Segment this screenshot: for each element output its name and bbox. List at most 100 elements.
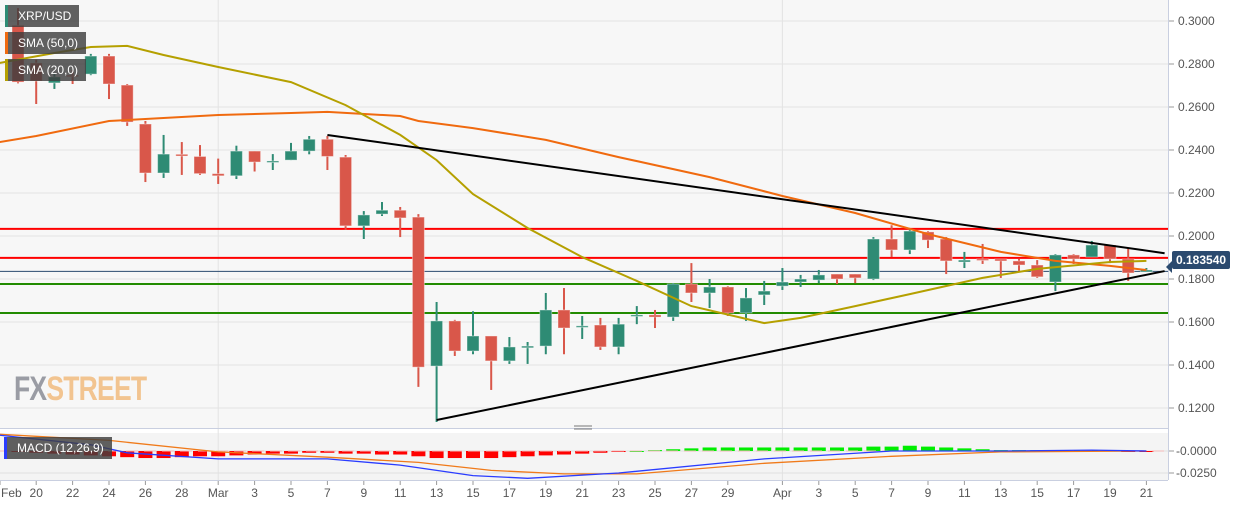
price-tick-label: 0.2600 <box>1178 100 1215 114</box>
legend-macd[interactable]: MACD (12,26,9) <box>4 437 112 459</box>
price-tick-label: 0.2200 <box>1178 186 1215 200</box>
time-tick-label: 11 <box>958 486 971 500</box>
time-tick-label: 21 <box>576 486 590 500</box>
time-tick-label: 5 <box>852 486 859 500</box>
candle-down <box>411 216 425 368</box>
macd-histogram-bar <box>156 451 171 459</box>
candle-up <box>466 335 480 352</box>
candle-down <box>830 273 844 280</box>
macd-histogram-bar <box>811 447 826 451</box>
macd-histogram-bar <box>793 447 808 451</box>
candle-up <box>302 138 316 152</box>
macd-tick-label: -0.0000 <box>1176 444 1217 458</box>
macd-histogram-bar <box>848 447 863 451</box>
macd-histogram-bar <box>520 451 535 457</box>
macd-histogram-bar <box>593 451 608 453</box>
macd-histogram-bar <box>666 449 681 451</box>
candle-up <box>84 55 98 75</box>
macd-histogram-bar <box>830 447 844 451</box>
candle-up <box>812 274 826 281</box>
time-tick-label: 15 <box>1031 486 1045 500</box>
macd-tick-label: -0.0250 <box>1176 466 1217 480</box>
time-tick-label: 25 <box>648 486 662 500</box>
macd-histogram-bar <box>957 448 972 451</box>
candle-down <box>339 156 353 227</box>
candle-up <box>630 314 644 317</box>
macd-histogram-bar <box>302 451 317 453</box>
macd-histogram-bar <box>466 451 480 459</box>
candle-down <box>448 320 462 352</box>
candle-up <box>794 278 808 283</box>
price-tick-label: 0.1800 <box>1178 272 1215 286</box>
time-tick-label: 13 <box>430 486 444 500</box>
macd-histogram-bar <box>120 451 135 458</box>
macd-histogram-bar <box>284 451 298 454</box>
macd-histogram-bar <box>557 451 571 455</box>
macd-plot-area <box>0 433 1168 480</box>
macd-histogram-bar <box>684 448 699 451</box>
time-tick-label: 26 <box>139 486 153 500</box>
price-tick-label: 0.3000 <box>1178 14 1215 28</box>
time-tick-label: 19 <box>539 486 553 500</box>
candle-down <box>393 209 407 219</box>
trendline <box>436 270 1165 422</box>
time-tick-label: 5 <box>288 486 295 500</box>
macd-histogram-bar <box>193 451 207 457</box>
candle-up <box>1085 244 1099 258</box>
pane-resize-handle[interactable] <box>574 425 592 430</box>
current-price-tag: 0.183540 <box>1165 251 1231 273</box>
time-tick-label: 28 <box>175 486 189 500</box>
macd-histogram-bar <box>939 447 954 451</box>
time-tick-label: 11 <box>394 486 407 500</box>
candle-up <box>903 230 917 251</box>
candle-down <box>557 309 571 329</box>
time-tick-label: 20 <box>30 486 44 500</box>
macd-histogram-bar <box>975 449 990 451</box>
candle-up <box>430 320 444 367</box>
candle-up <box>157 153 171 174</box>
fxstreet-logo: FXSTREET <box>14 370 147 409</box>
legend-sma50[interactable]: SMA (50,0) <box>5 32 87 54</box>
macd-histogram-bar <box>484 451 499 459</box>
macd-histogram-bar <box>356 451 371 454</box>
candle-down <box>939 238 953 262</box>
macd-histogram-bar <box>720 447 735 451</box>
time-tick-label: 3 <box>815 486 822 500</box>
macd-histogram-bar <box>902 445 917 451</box>
legend-sma20[interactable]: SMA (20,0) <box>5 59 87 81</box>
macd-signal-line <box>0 433 1147 475</box>
candle-down <box>102 55 116 85</box>
macd-histogram-bar <box>174 451 189 458</box>
time-tick-label: 9 <box>360 486 367 500</box>
sma50-line <box>0 110 1147 271</box>
time-tick-label: 24 <box>102 486 116 500</box>
time-tick-label: 9 <box>925 486 932 500</box>
macd-histogram-bar <box>211 451 226 457</box>
logo-street: STREET <box>46 370 147 408</box>
candle-down <box>484 335 498 362</box>
candle-up <box>229 150 243 177</box>
macd-histogram-bar <box>775 447 790 451</box>
legend-xrpusd[interactable]: XRP/USD <box>5 5 80 27</box>
candle-up <box>266 160 280 163</box>
macd-histogram-bar <box>575 451 590 454</box>
candle-down <box>684 283 698 294</box>
time-tick-label: 27 <box>685 486 699 500</box>
candle-down <box>138 123 152 174</box>
time-tick-label: 22 <box>66 486 80 500</box>
macd-histogram-bar <box>447 451 462 459</box>
macd-histogram-bar <box>866 446 881 451</box>
sma20-line <box>0 44 1147 325</box>
candle-up <box>703 286 717 294</box>
time-tick-label: Apr <box>773 486 792 500</box>
time-tick-label: 7 <box>324 486 331 500</box>
candle-down <box>994 258 1008 262</box>
candle-up <box>284 150 298 161</box>
time-tick-label: 29 <box>721 486 735 500</box>
price-tick-label: 0.2000 <box>1178 229 1215 243</box>
macd-histogram-bar <box>884 446 899 451</box>
candle-down <box>593 324 607 348</box>
candle-down <box>120 84 134 123</box>
time-tick-label: 21 <box>1140 486 1154 500</box>
macd-histogram-bar <box>702 447 717 451</box>
